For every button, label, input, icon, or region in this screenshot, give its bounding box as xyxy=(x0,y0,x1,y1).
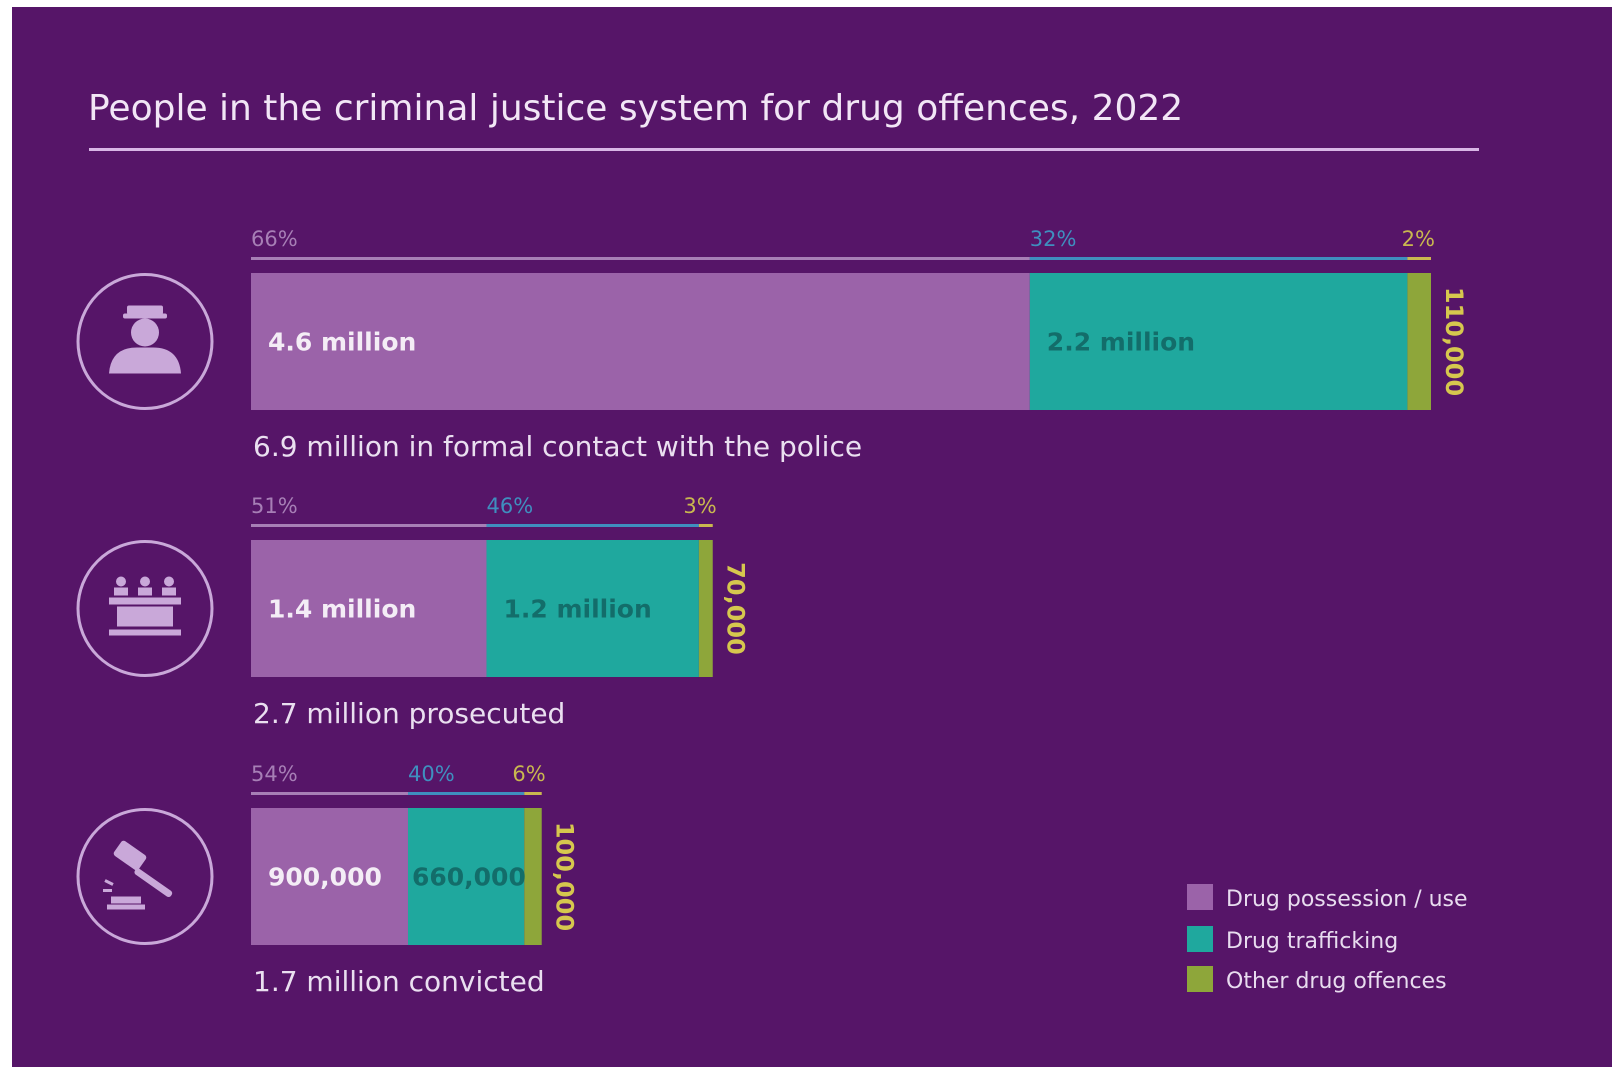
percent-label: 54% xyxy=(251,762,298,786)
bench-top xyxy=(109,597,181,605)
gavel-head xyxy=(113,840,147,871)
percent-label: 2% xyxy=(1402,227,1435,251)
legend-label: Other drug offences xyxy=(1226,969,1447,994)
police-officer-icon xyxy=(76,273,214,410)
legend-swatch-0 xyxy=(1187,884,1213,910)
judge-body-0 xyxy=(114,587,128,596)
legend-swatch-1 xyxy=(1187,926,1213,952)
value-label: 4.6 million xyxy=(268,328,416,357)
gavel-block xyxy=(111,896,141,904)
value-label: 1.4 million xyxy=(268,595,416,624)
percent-label: 51% xyxy=(251,494,298,518)
percent-rule-2 xyxy=(1407,257,1431,260)
percent-rule-0 xyxy=(251,257,1030,260)
gavel-handle xyxy=(134,868,173,898)
bar-segment-other-drug-offences xyxy=(524,808,542,945)
value-label-vertical: 110,000 xyxy=(1440,287,1468,396)
judge-body-1 xyxy=(138,587,152,596)
bar-segment-drug-possession-use xyxy=(251,808,408,945)
percent-label: 6% xyxy=(512,762,545,786)
bar-segment-drug-trafficking xyxy=(486,540,699,677)
percent-rule-1 xyxy=(407,792,525,795)
judge-body-2 xyxy=(162,587,176,596)
police-body xyxy=(109,347,181,374)
row-caption: 1.7 million convicted xyxy=(253,965,545,998)
police-cap xyxy=(127,305,163,315)
bar-segment-drug-trafficking xyxy=(407,808,525,945)
judge-head-1 xyxy=(140,576,150,587)
legend-label: Drug trafficking xyxy=(1226,929,1398,954)
percent-label: 46% xyxy=(486,494,533,518)
percent-label: 32% xyxy=(1030,227,1077,251)
gavel-block-base xyxy=(107,904,145,910)
value-label: 900,000 xyxy=(268,863,382,892)
judge-head-2 xyxy=(164,576,174,587)
legend-swatch-2 xyxy=(1187,966,1213,992)
percent-rule-0 xyxy=(251,524,487,527)
value-label-vertical: 70,000 xyxy=(722,562,750,655)
row-caption: 2.7 million prosecuted xyxy=(253,697,565,730)
percent-label: 3% xyxy=(683,494,716,518)
row-caption: 6.9 million in formal contact with the p… xyxy=(253,430,862,463)
gavel-icon xyxy=(76,808,214,945)
police-head xyxy=(131,318,159,347)
title-rule xyxy=(89,148,1479,151)
court-bench-icon xyxy=(76,540,214,677)
value-label: 1.2 million xyxy=(503,595,651,624)
legend-label: Drug possession / use xyxy=(1226,887,1468,912)
judge-head-0 xyxy=(116,576,126,587)
bench-base xyxy=(109,629,181,636)
percent-rule-2 xyxy=(524,792,542,795)
percent-label: 66% xyxy=(251,227,298,251)
percent-label: 40% xyxy=(408,762,455,786)
police-cap-brim xyxy=(123,313,167,319)
bar-segment-drug-possession-use xyxy=(251,540,487,677)
percent-rule-2 xyxy=(698,524,713,527)
percent-rule-1 xyxy=(1029,257,1408,260)
bar-segment-other-drug-offences xyxy=(1407,273,1431,410)
bar-segment-drug-trafficking xyxy=(1029,273,1408,410)
strike-line xyxy=(104,879,114,886)
bar-segment-other-drug-offences xyxy=(698,540,713,677)
bench-front xyxy=(117,606,173,627)
bar-segment-drug-possession-use xyxy=(251,273,1030,410)
percent-rule-1 xyxy=(486,524,699,527)
value-label: 2.2 million xyxy=(1047,328,1195,357)
value-label: 660,000 xyxy=(412,863,526,892)
value-label-vertical: 100,000 xyxy=(551,822,579,931)
chart-title: People in the criminal justice system fo… xyxy=(88,88,1184,129)
percent-rule-0 xyxy=(251,792,408,795)
